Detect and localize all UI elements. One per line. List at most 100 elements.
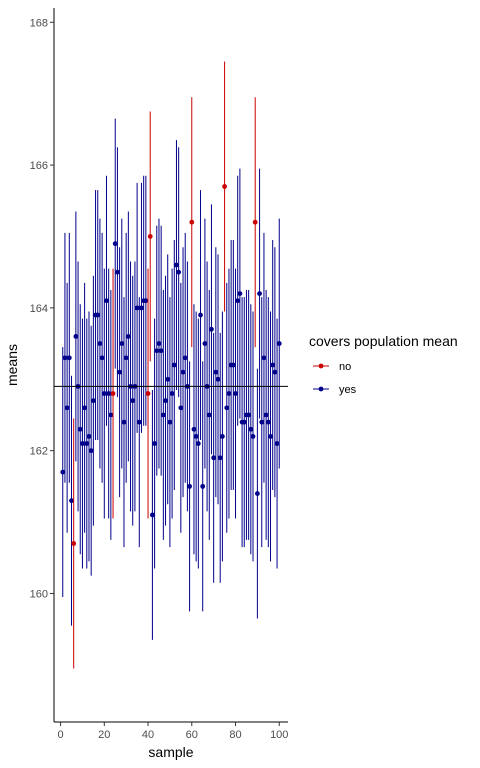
x-tick-label: 20	[98, 729, 110, 741]
mean-point	[226, 391, 232, 396]
x-tick-label: 100	[270, 729, 288, 741]
mean-point	[150, 512, 155, 518]
mean-point	[182, 355, 188, 361]
mean-point	[136, 419, 142, 425]
mean-point	[195, 441, 201, 446]
mean-point	[69, 498, 74, 504]
mean-point	[198, 312, 203, 318]
mean-point	[73, 334, 79, 339]
mean-point	[64, 405, 70, 411]
mean-point	[158, 348, 164, 354]
legend-key-point	[318, 363, 324, 369]
mean-point	[152, 441, 157, 446]
mean-point	[88, 448, 94, 454]
mean-point	[167, 419, 173, 425]
x-tick-label: 40	[142, 729, 154, 741]
mean-point	[86, 434, 92, 439]
mean-point	[134, 305, 140, 311]
mean-point	[90, 398, 96, 404]
y-tick-label: 162	[30, 446, 48, 458]
x-tick-label: 60	[186, 729, 198, 741]
x-axis-title: sample	[148, 744, 193, 760]
mean-point	[115, 269, 120, 275]
mean-point	[130, 398, 136, 404]
mean-point	[145, 391, 151, 396]
mean-point	[235, 298, 241, 304]
mean-point	[222, 184, 227, 189]
mean-point	[66, 355, 72, 361]
mean-point	[259, 419, 265, 425]
mean-point	[187, 483, 192, 489]
mean-point	[101, 391, 107, 396]
mean-point	[224, 405, 230, 411]
mean-point	[250, 434, 256, 439]
legend-entries: no yes	[313, 361, 357, 396]
mean-point	[246, 412, 252, 418]
mean-point	[261, 355, 267, 361]
y-axis-title: means	[4, 344, 20, 386]
mean-point	[123, 355, 129, 361]
mean-point	[257, 291, 262, 296]
mean-point	[215, 376, 221, 382]
mean-point	[143, 298, 149, 304]
mean-point	[254, 491, 260, 496]
mean-point	[189, 219, 195, 225]
mean-point	[99, 355, 105, 361]
mean-point	[165, 376, 171, 382]
mean-point	[209, 326, 214, 332]
mean-point	[147, 234, 153, 239]
legend-label-no: no	[339, 361, 351, 373]
mean-point	[202, 341, 208, 346]
mean-point	[268, 434, 273, 439]
y-tick-label: 164	[30, 303, 48, 315]
y-tick-label: 166	[30, 160, 48, 172]
y-tick-label: 160	[30, 588, 48, 600]
mean-point	[139, 305, 144, 311]
mean-point	[174, 262, 179, 268]
mean-point	[119, 341, 125, 346]
mean-point	[82, 405, 88, 411]
mean-point	[263, 412, 269, 418]
mean-point	[125, 334, 131, 339]
mean-point	[160, 412, 166, 418]
mean-point	[121, 419, 127, 425]
mean-point	[84, 441, 90, 446]
mean-point	[60, 469, 66, 475]
mean-point	[80, 441, 85, 446]
mean-point	[62, 355, 68, 361]
mean-point	[112, 241, 118, 247]
x-tick-label: 80	[229, 729, 241, 741]
mean-point	[163, 398, 168, 404]
mean-point	[97, 341, 103, 346]
axes: 0 20 40 60 80 100 160 162 164 166 168	[30, 8, 288, 741]
mean-point	[191, 426, 197, 432]
mean-point	[276, 341, 282, 346]
mean-point	[77, 426, 83, 432]
mean-point	[252, 219, 258, 225]
mean-point	[110, 391, 116, 396]
mean-point	[274, 441, 280, 446]
mean-point	[272, 369, 278, 375]
mean-point	[169, 391, 175, 396]
mean-point	[241, 419, 247, 425]
mean-point	[248, 426, 254, 432]
mean-point	[206, 412, 212, 418]
mean-point	[178, 405, 184, 411]
mean-point	[171, 362, 177, 368]
mean-point	[230, 362, 236, 368]
mean-point	[200, 483, 206, 489]
mean-point	[193, 434, 199, 439]
legend-label-yes: yes	[339, 384, 357, 396]
mean-point	[219, 434, 225, 439]
x-tick-label: 0	[57, 729, 63, 741]
mean-point	[180, 369, 186, 375]
mean-point	[265, 419, 271, 425]
mean-point	[106, 391, 112, 396]
legend-title: covers population mean	[309, 333, 458, 349]
mean-point	[108, 412, 114, 418]
interval-series	[60, 61, 282, 669]
mean-point	[237, 291, 243, 296]
mean-point	[154, 348, 160, 354]
mean-point	[95, 312, 101, 318]
